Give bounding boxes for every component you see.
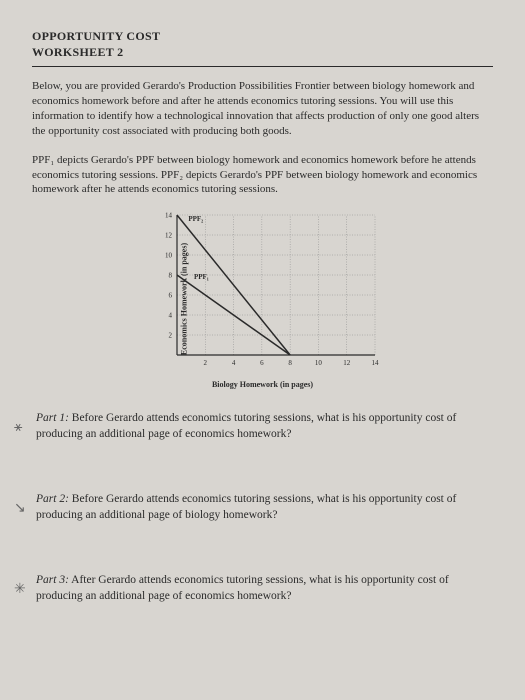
svg-text:12: 12	[343, 359, 351, 367]
part-text: After Gerardo attends economics tutoring…	[36, 574, 449, 602]
part-label: Part 2:	[36, 493, 69, 505]
pencil-mark-icon: ⚹	[14, 417, 22, 436]
question-part-2: ↘Part 2: Before Gerardo attends economic…	[32, 492, 493, 523]
x-axis-label: Biology Homework (in pages)	[212, 380, 313, 391]
title-line-2: WORKSHEET 2	[32, 44, 493, 60]
chart-svg: 2 4 6 8 10 12 14 2 4 6 8 10 12 14 PPF₁ PPF₂	[143, 209, 383, 379]
intro-paragraph: Below, you are provided Gerardo's Produc…	[32, 79, 493, 138]
svg-text:8: 8	[288, 359, 292, 367]
svg-text:2: 2	[203, 359, 207, 367]
header-rule	[32, 66, 493, 67]
svg-text:PPF₁: PPF₁	[193, 273, 208, 281]
pencil-mark-icon: ↘	[14, 498, 26, 517]
question-part-1: ⚹Part 1: Before Gerardo attends economic…	[32, 411, 493, 442]
part-text: Before Gerardo attends economics tutorin…	[36, 493, 456, 521]
svg-text:10: 10	[165, 252, 173, 260]
ppf-description: PPF₁ depicts Gerardo's PPF between biolo…	[32, 153, 493, 198]
svg-text:6: 6	[260, 359, 264, 367]
ppf-chart: Economics Homework (in pages) 2 4 6 8 10 12 14…	[143, 209, 383, 389]
part-label: Part 3:	[36, 574, 69, 586]
pencil-mark-icon: ✳	[14, 579, 26, 598]
part-label: Part 1:	[36, 412, 69, 424]
svg-text:PPF₂: PPF₂	[188, 215, 203, 223]
svg-text:10: 10	[314, 359, 322, 367]
svg-text:12: 12	[165, 232, 173, 240]
worksheet-header: OPPORTUNITY COST WORKSHEET 2	[32, 28, 493, 60]
question-part-3: ✳Part 3: After Gerardo attends economics…	[32, 573, 493, 604]
part-text: Before Gerardo attends economics tutorin…	[36, 412, 456, 440]
svg-text:6: 6	[168, 292, 172, 300]
y-axis-label: Economics Homework (in pages)	[179, 243, 190, 355]
title-line-1: OPPORTUNITY COST	[32, 28, 493, 44]
svg-text:14: 14	[371, 359, 379, 367]
svg-text:14: 14	[165, 212, 173, 220]
svg-text:4: 4	[168, 312, 172, 320]
svg-text:2: 2	[168, 332, 172, 340]
svg-text:8: 8	[168, 272, 172, 280]
svg-text:4: 4	[231, 359, 235, 367]
